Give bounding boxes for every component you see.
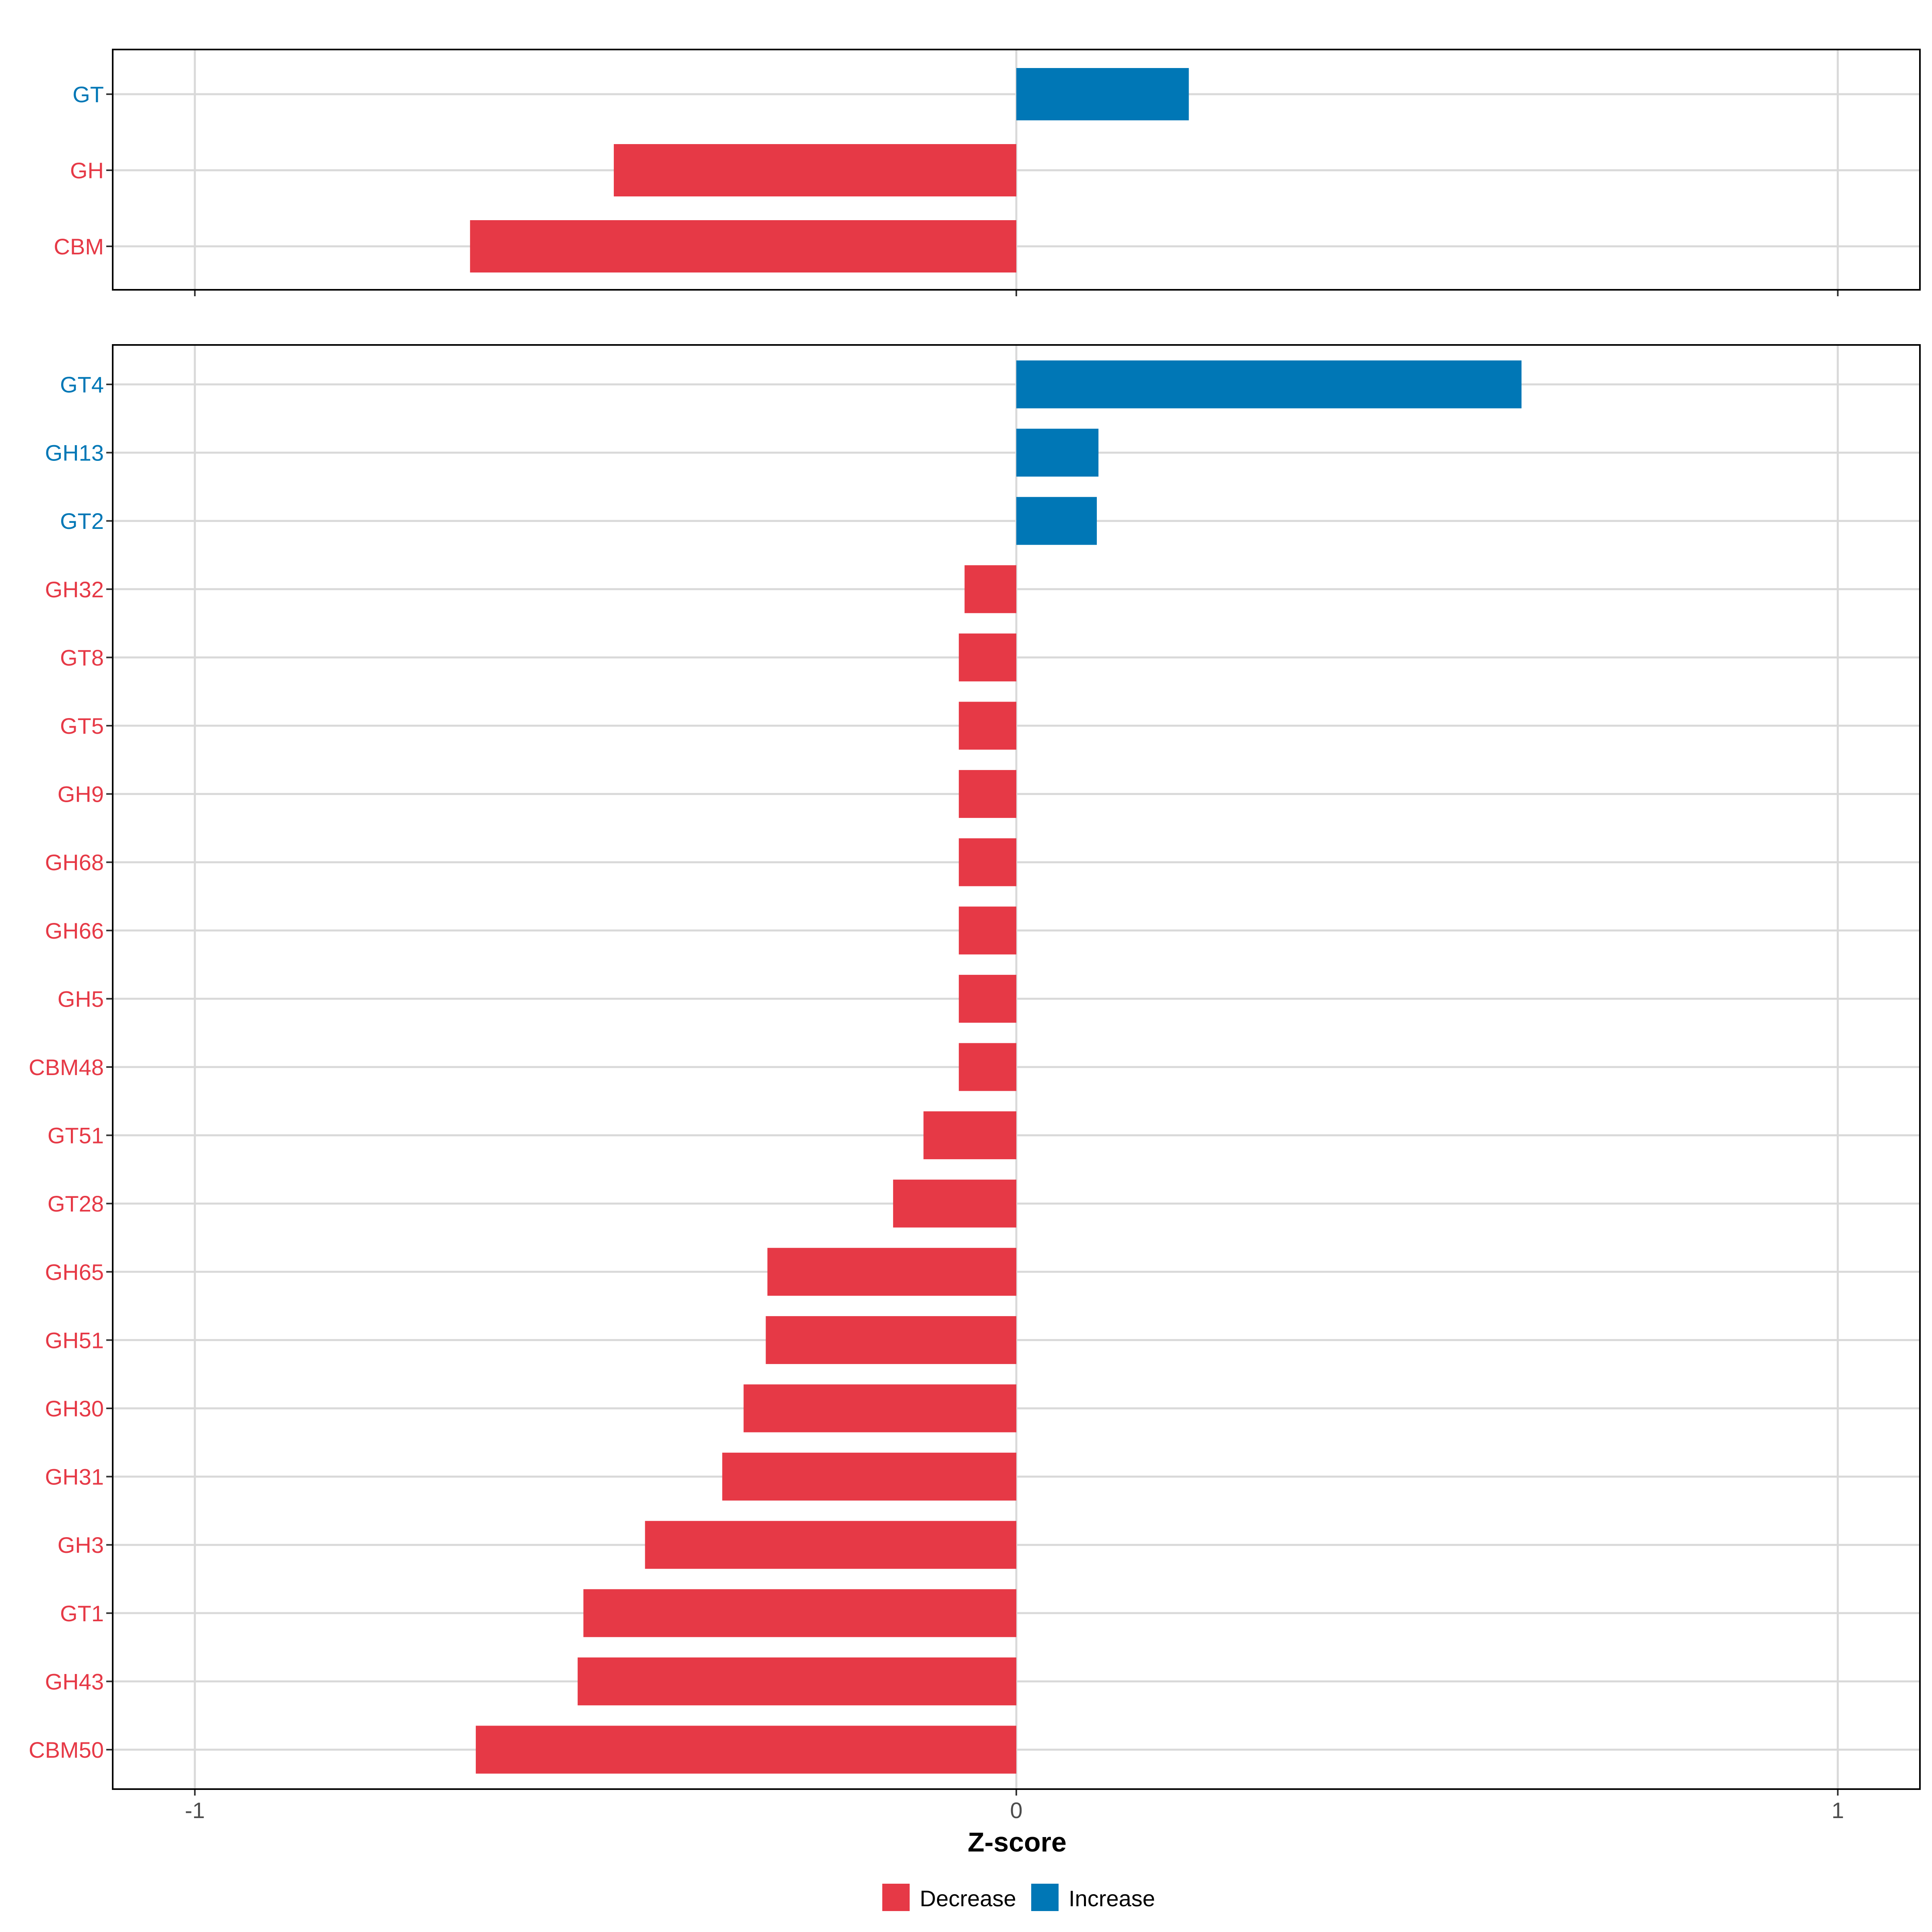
bar-gh32: [964, 565, 1016, 613]
bar-gt: [1016, 68, 1189, 120]
y-tick-label-gt5: GT5: [60, 713, 104, 739]
y-tick-label-gh51: GH51: [45, 1327, 104, 1353]
bar-gt51: [923, 1111, 1016, 1160]
bar-gt1: [583, 1589, 1016, 1637]
bar-gh30: [743, 1384, 1016, 1432]
legend-label-increase: Increase: [1069, 1886, 1155, 1911]
y-tick-label-gt4: GT4: [60, 372, 104, 397]
bar-gh66: [959, 906, 1016, 955]
bar-gt4: [1016, 360, 1522, 409]
legend: Decrease Increase: [882, 1884, 1155, 1911]
x-tick-label: 1: [1831, 1798, 1844, 1823]
y-tick-label-gh13: GH13: [45, 440, 104, 466]
bar-gh65: [767, 1248, 1016, 1296]
y-tick-label-gh5: GH5: [58, 986, 104, 1011]
legend-swatch-increase: [1031, 1884, 1059, 1911]
bar-gt8: [959, 633, 1016, 681]
bar-gh: [613, 144, 1016, 196]
y-tick-label-gh32: GH32: [45, 577, 104, 602]
y-tick-label-gh43: GH43: [45, 1669, 104, 1694]
bar-gt2: [1016, 497, 1097, 545]
y-tick-label-gh31: GH31: [45, 1464, 104, 1490]
x-tick-label: -1: [185, 1798, 205, 1823]
x-axis: -1 0 1: [185, 1798, 1844, 1823]
bar-gh13: [1016, 429, 1099, 477]
bar-gh5: [959, 974, 1016, 1023]
y-tick-label-gt2: GT2: [60, 508, 104, 534]
x-axis-title: Z-score: [968, 1827, 1067, 1858]
y-tick-label-gt8: GT8: [60, 645, 104, 670]
bar-gt28: [893, 1179, 1016, 1228]
y-tick-label-gh: GH: [70, 158, 104, 183]
bottom-panel: GT4 GH13 GT2 GH32 GT8 GT5 GH9 GH68 GH66 GH5 CBM48 G…: [29, 344, 1921, 1796]
bar-gh51: [766, 1316, 1016, 1364]
y-tick-label-cbm48: CBM48: [29, 1055, 104, 1080]
bar-gh3: [645, 1521, 1016, 1569]
bar-cbm50: [476, 1726, 1016, 1774]
bar-cbm48: [959, 1043, 1016, 1091]
top-panel-frame: [112, 49, 1921, 291]
bar-gh43: [578, 1657, 1016, 1705]
y-tick-label-gh30: GH30: [45, 1396, 104, 1421]
y-tick-label-cbm50: CBM50: [29, 1737, 104, 1763]
bottom-panel-frame: [112, 344, 1921, 1790]
y-tick-label-gh66: GH66: [45, 918, 104, 943]
y-tick-label-gt: GT: [72, 82, 104, 107]
y-tick-label-gh3: GH3: [58, 1532, 104, 1558]
bar-cbm: [470, 220, 1016, 272]
bar-gh31: [722, 1453, 1016, 1501]
bar-gh68: [959, 838, 1016, 886]
legend-label-decrease: Decrease: [920, 1886, 1016, 1911]
y-tick-label-gh65: GH65: [45, 1259, 104, 1285]
y-tick-label-gt1: GT1: [60, 1601, 104, 1626]
y-tick-label-gt51: GT51: [47, 1123, 104, 1148]
top-panel: GT GH CBM: [54, 49, 1921, 296]
y-tick-label-cbm: CBM: [54, 234, 104, 259]
bar-gh9: [959, 770, 1016, 818]
bar-gt5: [959, 702, 1016, 750]
y-tick-label-gt28: GT28: [47, 1191, 104, 1216]
y-tick-label-gh9: GH9: [58, 782, 104, 807]
x-tick-label: 0: [1010, 1798, 1022, 1823]
y-tick-label-gh68: GH68: [45, 850, 104, 875]
legend-swatch-decrease: [882, 1884, 910, 1911]
